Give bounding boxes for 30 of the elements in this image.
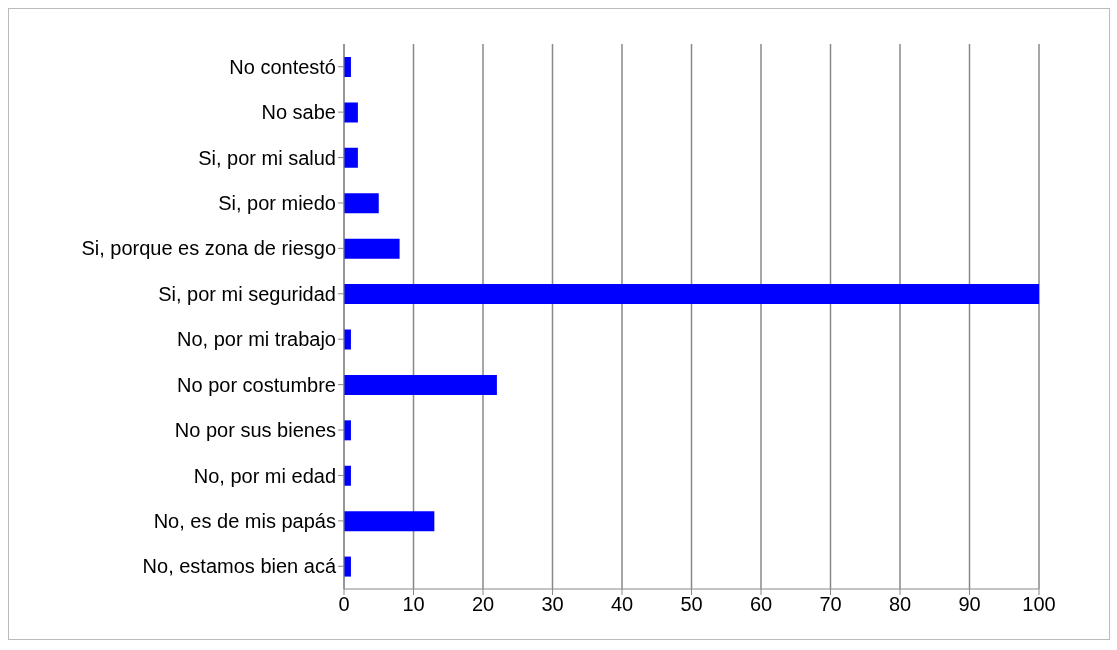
x-tick-label: 70: [819, 593, 842, 616]
y-tick-label: Si, porque es zona de riesgo: [81, 237, 336, 260]
y-tick-label: No, estamos bien acá: [142, 555, 337, 578]
x-tick-label: 60: [749, 593, 773, 616]
y-tick-label: No sabe: [261, 101, 336, 124]
y-tick-label: No, por mi trabajo: [177, 328, 336, 351]
bar: [344, 147, 358, 168]
x-tick-label: 0: [338, 593, 350, 616]
y-tick-label: No contestó: [229, 55, 336, 78]
x-tick-label: 30: [541, 593, 564, 616]
x-tick-label: 80: [888, 593, 912, 616]
bar: [344, 511, 435, 532]
y-tick-label: No por sus bienes: [174, 419, 336, 442]
x-tick-label: 10: [402, 593, 425, 616]
y-tick-label: Si, por mi seguridad: [158, 282, 336, 305]
y-tick-label: No, es de mis papás: [153, 509, 336, 532]
bar: [344, 238, 400, 259]
x-tick-label: 50: [680, 593, 703, 616]
y-tick-label: Si, por mi salud: [198, 146, 336, 169]
y-tick-label: No, por mi edad: [193, 464, 336, 487]
bar: [344, 193, 379, 214]
y-tick-label: Si, por miedo: [218, 192, 336, 215]
x-tick-label: 20: [471, 593, 495, 616]
x-tick-label: 90: [958, 593, 981, 616]
x-tick-label: 100: [1022, 593, 1056, 616]
bar: [344, 102, 358, 123]
x-tick-label: 40: [610, 593, 634, 616]
y-tick-label: No por costumbre: [177, 373, 336, 396]
bar: [344, 374, 497, 395]
bar: [344, 284, 1039, 305]
